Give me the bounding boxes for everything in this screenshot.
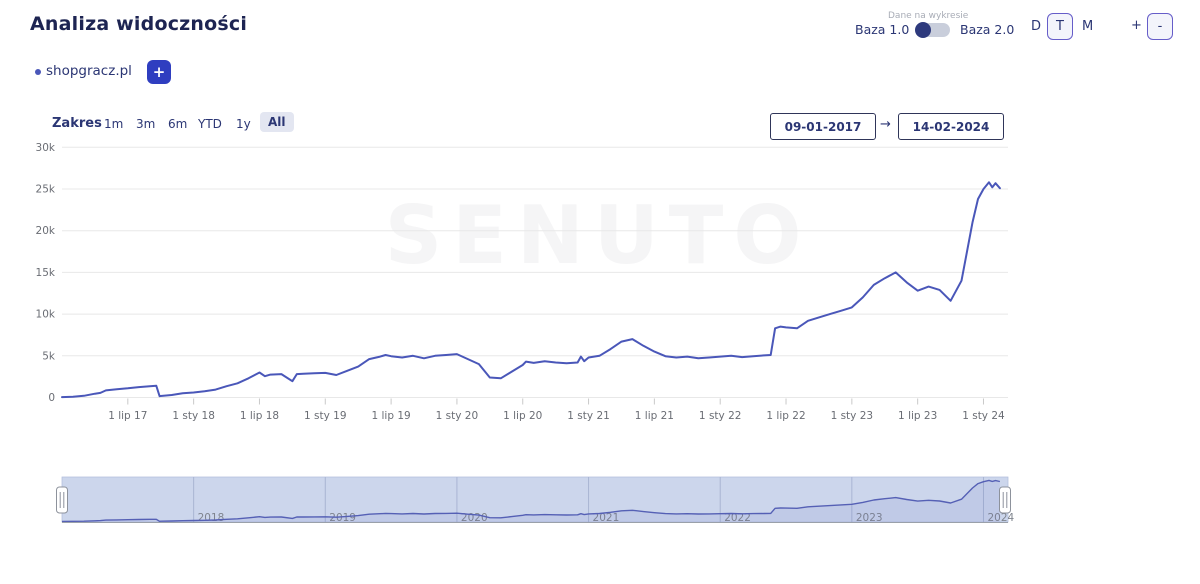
x-axis-label: 1 lip 23 [898, 410, 937, 422]
x-axis-label: 1 lip 19 [371, 410, 410, 422]
x-axis-label: 1 sty 18 [172, 410, 215, 422]
x-axis-label: 1 lip 17 [108, 410, 147, 422]
granularity-day-button[interactable]: D [1031, 19, 1042, 34]
navigator-right-handle[interactable] [999, 486, 1011, 514]
x-axis-label: 1 lip 18 [240, 410, 279, 422]
zoom-out-button[interactable]: - [1147, 13, 1173, 40]
y-axis-label: 15k [36, 267, 56, 279]
data-source-toggle[interactable] [915, 22, 950, 38]
range-label: Zakres [52, 116, 102, 131]
x-axis-label: 1 sty 20 [436, 410, 479, 422]
series-bullet-icon [35, 69, 41, 75]
senuto-watermark: SENUTO [385, 189, 812, 282]
zoom-in-button[interactable]: + [1131, 18, 1142, 33]
y-axis-label: 5k [42, 350, 56, 362]
x-axis-label: 1 lip 20 [503, 410, 542, 422]
range-1y[interactable]: 1y [236, 117, 251, 131]
y-axis-label: 30k [36, 142, 56, 154]
date-range-arrow-icon: → [880, 117, 891, 132]
navigator-area [62, 480, 1000, 522]
granularity-week-button[interactable]: T [1047, 13, 1073, 40]
x-axis-label: 1 sty 21 [567, 410, 610, 422]
x-axis-label: 1 sty 24 [962, 410, 1005, 422]
baza-1-label: Baza 1.0 [855, 22, 910, 37]
chart-navigator[interactable]: 2018201920202021202220232024 [0, 468, 1200, 534]
x-axis-label: 1 sty 22 [699, 410, 742, 422]
x-axis-label: 1 lip 22 [766, 410, 805, 422]
y-axis-label: 20k [36, 225, 56, 237]
baza-2-label: Baza 2.0 [960, 22, 1015, 37]
add-domain-button[interactable]: + [147, 60, 171, 84]
y-axis-label: 10k [36, 309, 56, 321]
y-axis-label: 0 [48, 392, 55, 404]
date-from-input[interactable]: 09-01-2017 [770, 113, 876, 140]
domain-label: shopgracz.pl [46, 63, 132, 79]
navigator-year-label: 2019 [329, 512, 356, 524]
page-title: Analiza widoczności [30, 13, 248, 35]
range-1m[interactable]: 1m [104, 117, 124, 131]
x-axis-label: 1 sty 23 [831, 410, 874, 422]
navigator-year-label: 2022 [724, 512, 751, 524]
date-to-input[interactable]: 14-02-2024 [898, 113, 1004, 140]
navigator-year-label: 2024 [987, 512, 1014, 524]
granularity-month-button[interactable]: M [1082, 19, 1094, 34]
navigator-year-label: 2021 [593, 512, 620, 524]
main-visibility-chart[interactable]: SENUTO 30k 25k 20k 15k 10k 5k 0 1 lip 17 1 sty 18… [0, 140, 1200, 435]
range-3m[interactable]: 3m [136, 117, 156, 131]
visibility-line [61, 181, 1001, 399]
data-source-caption: Dane na wykresie [888, 11, 969, 21]
navigator-line [61, 479, 1001, 523]
range-all-selected[interactable]: All [260, 112, 294, 132]
range-ytd[interactable]: YTD [198, 117, 222, 131]
range-6m[interactable]: 6m [168, 117, 188, 131]
x-axis-label: 1 lip 21 [635, 410, 674, 422]
y-axis-label: 25k [36, 184, 56, 196]
navigator-left-handle[interactable] [56, 486, 68, 514]
navigator-year-label: 2023 [856, 512, 883, 524]
toggle-knob-icon [915, 22, 931, 38]
x-axis-label: 1 sty 19 [304, 410, 347, 422]
